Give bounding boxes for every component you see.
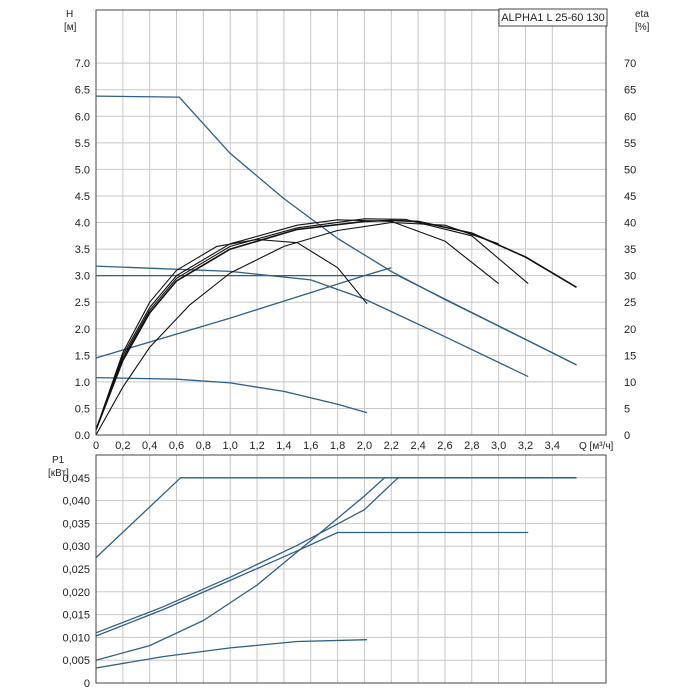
head-tick-label: 5.5 [75, 138, 90, 150]
head-curve-2 [96, 274, 577, 366]
product-label: ALPHA1 L 25-60 130 [501, 12, 605, 24]
efficiency-tick-label: 70 [624, 58, 636, 70]
head-axis-unit: [м] [64, 22, 77, 33]
efficiency-tick-label: 35 [624, 244, 636, 256]
head-tick-label: 3.5 [75, 244, 90, 256]
flow-tick-label: 2,6 [437, 440, 452, 452]
power-axis-unit: [кВт] [48, 468, 69, 479]
head-tick-label: 6.0 [75, 111, 90, 123]
power-tick-label: 0,005 [62, 655, 90, 667]
flow-tick-label: 3,0 [491, 440, 506, 452]
head-tick-label: 3.0 [75, 271, 90, 283]
power-plot-frame [95, 454, 607, 684]
flow-tick-label: 0 [93, 440, 99, 452]
flow-tick-label: 2,2 [384, 440, 399, 452]
power-tick-label: 0,035 [62, 518, 90, 530]
head-tick-label: 0.5 [75, 403, 90, 415]
power-curve-5 [95, 639, 368, 669]
flow-tick-label: 0,6 [169, 440, 184, 452]
power-tick-labels: 0 0,005 0,010 0,015 0,020 0,025 0,030 0,035 0,04… [62, 473, 90, 690]
efficiency-tick-label: 5 [624, 403, 630, 415]
flow-tick-label: 3,4 [545, 440, 560, 452]
head-tick-label: 0.0 [75, 430, 90, 442]
head-efficiency-curves [95, 95, 577, 436]
head-tick-label: 7.0 [75, 58, 90, 70]
flow-tick-label: 1,4 [276, 440, 291, 452]
efficiency-curve-3 [95, 219, 499, 430]
efficiency-tick-label: 0 [624, 430, 630, 442]
flow-tick-label: 0,2 [115, 440, 130, 452]
product-label-box [498, 8, 608, 27]
head-tick-label: 4.5 [75, 191, 90, 203]
power-tick-label: 0,040 [62, 496, 90, 508]
head-tick-label: 2.0 [75, 324, 90, 336]
efficiency-axis-unit: [%] [635, 22, 650, 33]
flow-tick-label: 1,8 [330, 440, 345, 452]
power-tick-label: 0,045 [62, 473, 90, 485]
power-tick-label: 0,015 [62, 610, 90, 622]
efficiency-axis-symbol: eta [635, 9, 649, 20]
flow-tick-label: 0,8 [196, 440, 211, 452]
flow-axis-label: Q [м³/ч] [579, 441, 614, 452]
efficiency-tick-label: 65 [624, 85, 636, 97]
power-curve-4 [95, 477, 577, 661]
efficiency-tick-label: 55 [624, 138, 636, 150]
flow-tick-label: 3,2 [518, 440, 533, 452]
head-axis-symbol: H [66, 9, 73, 20]
power-curve-3 [95, 531, 529, 637]
head-tick-label: 1.0 [75, 377, 90, 389]
head-plot-frame [95, 9, 607, 436]
power-tick-label: 0,025 [62, 564, 90, 576]
power-curves [95, 477, 577, 669]
power-axis-symbol: P1 [52, 455, 65, 466]
flow-tick-label: 1,6 [303, 440, 318, 452]
efficiency-curve-2 [95, 218, 529, 430]
efficiency-curve-5 [95, 221, 499, 436]
efficiency-tick-label: 25 [624, 297, 636, 309]
head-efficiency-tick-labels: 0 0,2 0,4 0,6 0,8 1,0 1,2 1,4 1,6 1,8 2,0 2,2 2,4 2,6… [75, 58, 637, 452]
power-tick-label: 0,030 [62, 541, 90, 553]
head-curve-4 [95, 267, 392, 359]
head-tick-label: 5.0 [75, 164, 90, 176]
head-tick-label: 1.5 [75, 350, 90, 362]
flow-tick-label: 2,8 [464, 440, 479, 452]
flow-tick-label: 2,4 [410, 440, 425, 452]
efficiency-tick-label: 10 [624, 377, 636, 389]
efficiency-tick-label: 20 [624, 324, 636, 336]
efficiency-tick-label: 45 [624, 191, 636, 203]
power-tick-label: 0 [84, 678, 90, 690]
head-tick-label: 6.5 [75, 85, 90, 97]
flow-tick-label: 1,0 [223, 440, 238, 452]
efficiency-curve-4 [95, 238, 368, 430]
efficiency-tick-label: 50 [624, 164, 636, 176]
head-curve-5 [95, 376, 368, 414]
efficiency-tick-label: 40 [624, 218, 636, 230]
head-curve-3 [95, 265, 529, 378]
power-tick-label: 0,010 [62, 632, 90, 644]
efficiency-tick-label: 15 [624, 350, 636, 362]
efficiency-tick-label: 60 [624, 111, 636, 123]
flow-tick-label: 0,4 [142, 440, 157, 452]
head-tick-label: 4.0 [75, 218, 90, 230]
flow-tick-label: 1,2 [249, 440, 264, 452]
flow-tick-label: 2,0 [357, 440, 372, 452]
power-tick-label: 0,020 [62, 587, 90, 599]
head-tick-label: 2.5 [75, 297, 90, 309]
efficiency-tick-label: 30 [624, 271, 636, 283]
